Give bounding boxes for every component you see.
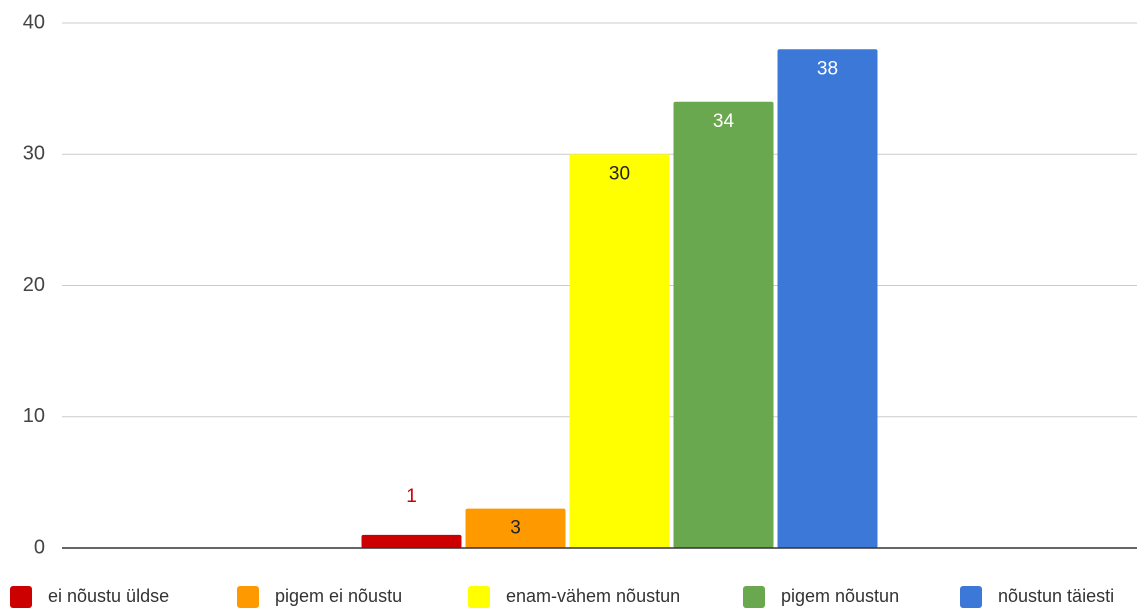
- bar: [361, 534, 462, 548]
- legend-swatch: [237, 586, 259, 608]
- y-tick-label: 20: [23, 274, 45, 296]
- bar: [777, 49, 878, 548]
- legend-label: enam-vähem nõustun: [506, 586, 680, 606]
- y-tick-label: 10: [23, 405, 45, 427]
- legend-label: ei nõustu üldse: [48, 586, 169, 606]
- legend-label: nõustun täiesti: [998, 586, 1114, 606]
- legend-label: pigem nõustun: [781, 586, 899, 606]
- bar-value-label: 34: [713, 111, 735, 132]
- legend-swatch: [10, 586, 32, 608]
- legend-label: pigem ei nõustu: [275, 586, 402, 606]
- bar: [673, 101, 774, 548]
- legend-swatch: [743, 586, 765, 608]
- bar-value-label: 1: [406, 486, 417, 507]
- bar-value-label: 30: [609, 163, 630, 184]
- bar: [569, 154, 670, 548]
- y-tick-label: 40: [23, 11, 45, 33]
- bar: [465, 508, 566, 548]
- legend-swatch: [960, 586, 982, 608]
- bar-value-label: 3: [510, 518, 521, 539]
- bar-value-label: 38: [817, 58, 838, 79]
- legend-swatch: [468, 586, 490, 608]
- y-tick-label: 30: [23, 143, 45, 165]
- y-tick-label: 0: [34, 536, 45, 558]
